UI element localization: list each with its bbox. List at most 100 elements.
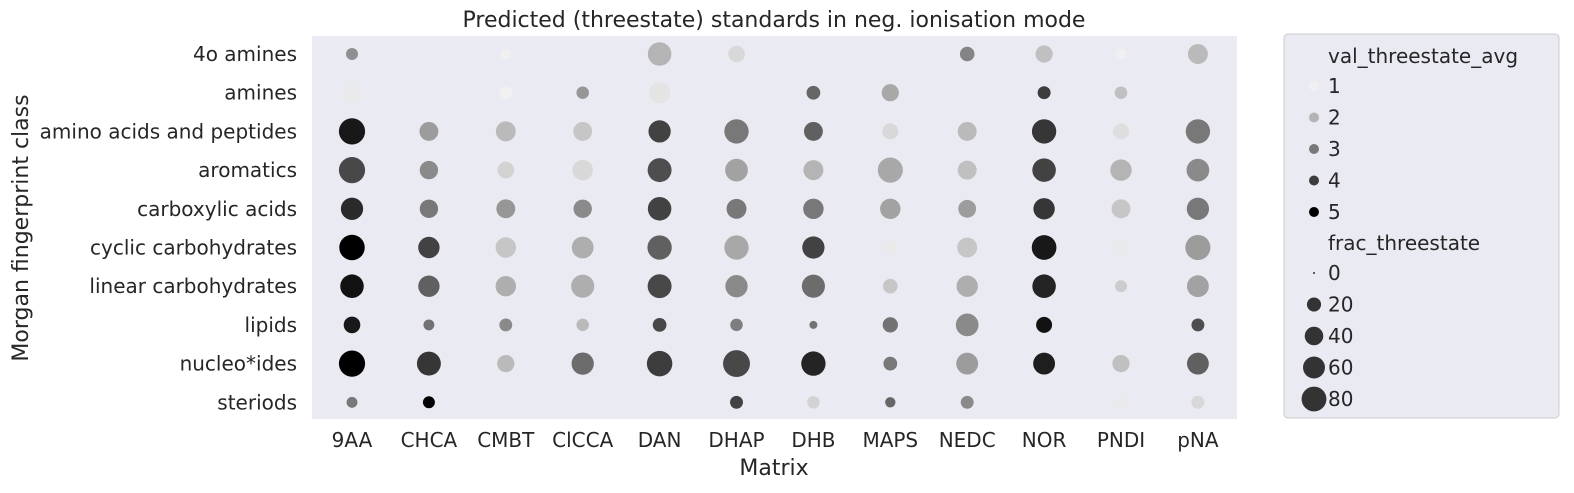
legend-hue-marker: [1309, 144, 1319, 154]
scatter-point: [572, 159, 593, 181]
legend-hue-label: 5: [1328, 200, 1341, 224]
scatter-point: [1032, 158, 1056, 182]
scatter-point: [1115, 48, 1127, 60]
y-tick-label: steriods: [217, 390, 297, 414]
scatter-point: [882, 317, 898, 333]
scatter-point: [338, 350, 366, 377]
legend-size-label: 20: [1328, 293, 1353, 317]
scatter-point: [495, 275, 517, 297]
scatter-point: [495, 121, 516, 142]
scatter-point: [877, 157, 903, 183]
scatter-point: [1111, 199, 1131, 219]
legend-hue-label: 1: [1328, 74, 1341, 98]
scatter-point: [1037, 86, 1051, 100]
scatter-point: [647, 197, 672, 221]
scatter-point: [801, 351, 826, 376]
legend-size-marker: [1313, 272, 1315, 274]
scatter-point: [571, 274, 595, 298]
scatter-point: [1033, 198, 1055, 220]
scatter-point: [883, 278, 898, 294]
scatter-points: [338, 42, 1211, 409]
y-axis-label: Morgan fingerprint class: [9, 94, 34, 361]
legend-hue-marker: [1309, 81, 1319, 91]
x-tick-label: MAPS: [862, 428, 918, 452]
scatter-point: [1115, 396, 1127, 409]
scatter-point: [802, 236, 825, 259]
scatter-point: [1187, 44, 1208, 64]
y-tick-label: carboxylic acids: [137, 197, 297, 221]
scatter-point: [883, 241, 897, 254]
legend-size-label: 60: [1328, 356, 1353, 380]
scatter-point: [803, 198, 824, 220]
legend-size-label: 40: [1328, 324, 1353, 348]
scatter-point: [576, 86, 589, 99]
scatter-point: [883, 356, 898, 371]
scatter-point: [646, 350, 673, 377]
y-tick-label: amines: [224, 81, 297, 105]
scatter-point: [343, 316, 361, 334]
scatter-point: [647, 274, 672, 299]
x-tick-label: CHCA: [401, 428, 458, 452]
y-tick-labels: 4o amines amines amino acids and peptides a…: [40, 42, 297, 414]
legend-hue-items: 1 2 3 4 5: [1309, 74, 1341, 224]
legend-hue-label: 4: [1328, 169, 1341, 193]
y-tick-label: linear carbohydrates: [89, 274, 297, 298]
legend: val_threestate_avg frac_threestate 1 2 3 4 5…: [1283, 33, 1560, 419]
scatter-point: [1185, 119, 1211, 144]
scatter-point: [1186, 197, 1210, 220]
scatter-point: [648, 82, 671, 104]
scatter-point: [571, 236, 594, 259]
scatter-point: [418, 236, 440, 259]
scatter-point: [1032, 274, 1056, 298]
scatter-point: [500, 48, 511, 60]
scatter-point: [576, 318, 589, 332]
scatter-point: [803, 160, 824, 181]
scatter-point: [1186, 158, 1210, 182]
plot-background: [312, 36, 1237, 419]
scatter-point: [346, 396, 358, 408]
scatter-point: [419, 160, 439, 180]
scatter-point: [1114, 86, 1128, 99]
legend-size-items: 0 20 40 60 80: [1301, 261, 1353, 412]
scatter-point: [416, 351, 441, 376]
legend-size-marker: [1304, 326, 1324, 346]
scatter-point: [499, 86, 513, 100]
scatter-point: [497, 161, 515, 179]
scatter-point: [1031, 235, 1057, 260]
x-tick-label: NEDC: [939, 428, 996, 452]
scatter-point: [957, 237, 978, 258]
legend-size-marker: [1301, 386, 1327, 412]
y-tick-label: cyclic carbohydrates: [90, 236, 297, 260]
legend-size-title: frac_threestate: [1328, 231, 1480, 255]
x-tick-label: DHB: [791, 428, 835, 452]
scatter-point: [1191, 318, 1205, 332]
legend-hue-label: 3: [1328, 137, 1341, 161]
scatter-point: [725, 275, 748, 298]
scatter-point: [1114, 241, 1128, 254]
chart-title: Predicted (threestate) standards in neg.…: [463, 8, 1086, 33]
scatter-point: [1113, 123, 1129, 140]
scatter-point: [1033, 352, 1056, 375]
x-tick-label: PNDI: [1097, 428, 1145, 452]
scatter-point: [499, 318, 513, 332]
scatter-point: [1115, 280, 1127, 293]
scatter-point: [956, 352, 979, 375]
legend-size-marker: [1306, 297, 1322, 312]
legend-frame: [1283, 33, 1560, 419]
x-tick-label: DAN: [638, 428, 682, 452]
scatter-point: [338, 118, 366, 145]
legend-hue-label: 2: [1328, 106, 1341, 130]
scatter-point: [1035, 45, 1053, 63]
scatter-point: [423, 319, 435, 331]
legend-size-marker: [1303, 356, 1325, 379]
legend-hue-marker: [1309, 112, 1319, 123]
legend-hue-marker: [1309, 175, 1319, 186]
x-tick-label: NOR: [1022, 428, 1067, 452]
scatter-point: [1186, 352, 1209, 375]
scatter-point: [806, 85, 821, 100]
scatter-point: [880, 198, 901, 220]
scatter-point: [419, 199, 439, 218]
scatter-point: [647, 158, 672, 183]
scatter-point: [960, 395, 974, 409]
